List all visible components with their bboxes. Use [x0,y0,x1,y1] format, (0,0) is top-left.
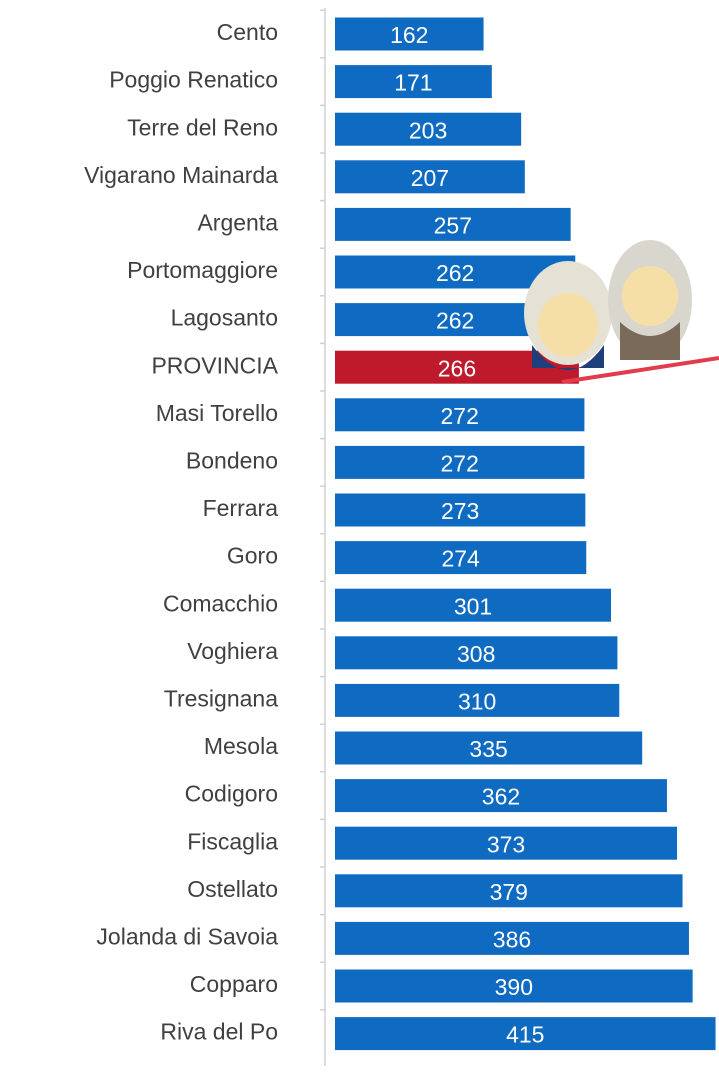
value-label: 386 [493,926,531,952]
value-label: 262 [436,260,474,286]
icon-grandpa-body [620,322,680,360]
category-label: Bondeno [186,447,278,473]
value-label: 257 [434,212,472,238]
category-label: Fiscaglia [187,828,278,854]
icon-grandpa-face [622,266,678,326]
value-label: 162 [390,22,428,48]
category-label: Poggio Renatico [109,67,278,93]
category-label: Masi Torello [156,400,278,426]
bar [335,636,618,670]
bar [335,969,693,1003]
bar [335,683,620,717]
bar [335,588,612,622]
value-label: 379 [490,879,528,905]
category-label: Ostellato [187,876,278,902]
illustration [524,240,719,384]
pointer-line [561,356,719,384]
value-label: 301 [454,593,492,619]
bar [335,160,525,194]
category-label: Mesola [204,733,278,759]
icon-grandma-body [532,345,604,370]
category-label: Terre del Reno [127,114,278,140]
bar [335,493,586,527]
category-label: Vigarano Mainarda [84,162,278,188]
plot: Cento 162 Poggio Renatico 171 Terre del Reno… [84,9,716,1051]
value-label: 266 [438,355,476,381]
value-label: 362 [482,784,520,810]
bar [335,874,683,908]
category-label: Copparo [190,971,278,997]
category-label: Goro [227,543,278,569]
bar [335,921,689,955]
value-label: 415 [506,1022,544,1048]
value-label: 207 [411,165,449,191]
value-label: 310 [458,688,496,714]
value-label: 274 [441,546,480,572]
bar [335,65,492,99]
category-label: Ferrara [203,495,279,521]
category-label: Voghiera [187,638,278,664]
bar [335,826,678,860]
bar [335,207,571,241]
bar [335,112,522,146]
bar [335,541,587,575]
icon-grandma-face [538,293,598,357]
value-label: 203 [409,117,447,143]
bar [335,445,585,479]
category-label: Comacchio [163,590,278,616]
bar [335,731,643,765]
category-label: Riva del Po [160,1019,278,1045]
category-label: Tresignana [164,685,278,711]
value-label: 335 [469,736,507,762]
category-label: Argenta [197,209,278,235]
bar [335,17,484,51]
value-label: 272 [441,403,479,429]
value-label: 171 [394,70,432,96]
value-label: 272 [441,450,479,476]
value-label: 273 [441,498,479,524]
category-label: Jolanda di Savoia [96,923,278,949]
bar [335,1017,716,1051]
category-label: Portomaggiore [127,257,278,283]
value-label: 390 [495,974,533,1000]
category-label: Codigoro [185,781,278,807]
value-label: 308 [457,641,495,667]
value-label: 262 [436,308,474,334]
bar [335,398,585,432]
category-label: Cento [217,19,278,45]
value-label: 373 [487,831,525,857]
bar [335,779,667,813]
category-label: Lagosanto [171,305,278,331]
category-label: PROVINCIA [151,352,278,378]
